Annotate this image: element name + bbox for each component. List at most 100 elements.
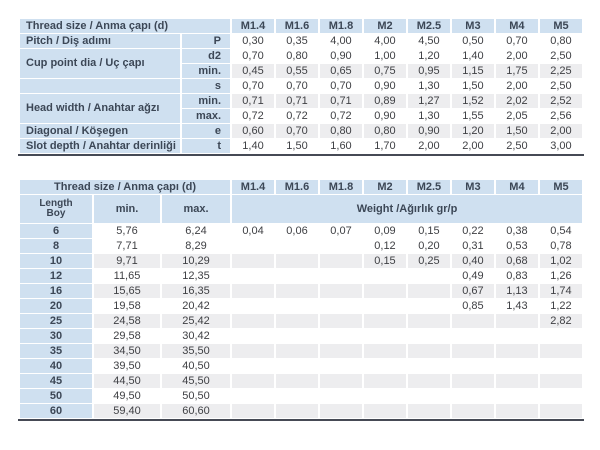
- spec-symbol: min.: [182, 94, 231, 108]
- spec-row-label: Diagonal / Köşegen: [20, 124, 180, 138]
- weight-value: [363, 329, 406, 343]
- spec-row: max. 0,72 0,72 0,72 0,90 1,30 1,55 2,05 2,56: [20, 109, 582, 123]
- spec-value: 0,72: [276, 109, 318, 123]
- weight-value: [407, 344, 450, 358]
- length-value: 6: [20, 224, 92, 238]
- spec-row: Slot depth / Anahtar derinliği t 1,40 1,50 1…: [20, 139, 582, 153]
- length-row: 50 49,50 50,50: [20, 389, 582, 403]
- weight-value: [232, 314, 275, 328]
- weight-value: 1,26: [539, 269, 582, 283]
- spec-value: 0,70: [495, 34, 538, 48]
- size-column-header: M2: [363, 19, 406, 33]
- min-value: 49,50: [94, 389, 160, 403]
- spec-value: 0,80: [363, 124, 406, 138]
- spec-symbol: s: [182, 79, 231, 93]
- max-value: 40,50: [162, 359, 231, 373]
- length-row: 35 34,50 35,50: [20, 344, 582, 358]
- length-value: 60: [20, 404, 92, 418]
- spec-value: 0,75: [363, 64, 406, 78]
- top-table-body: Pitch / Diş adımı P 0,30 0,35 4,00 4,00 4,50 0,…: [20, 34, 582, 153]
- size-column-header: M1.4: [232, 180, 275, 194]
- weight-value: [407, 374, 450, 388]
- weight-value: 0,40: [451, 254, 494, 268]
- spec-row-label: Head width / Anahtar ağzı: [20, 94, 180, 123]
- weight-value: [363, 389, 406, 403]
- spec-row: Head width / Anahtar ağzı min. 0,71 0,71 0,7…: [20, 94, 582, 123]
- weight-value: [276, 359, 318, 373]
- spec-value: 1,52: [451, 94, 494, 108]
- length-value: 12: [20, 269, 92, 283]
- weight-value: [232, 299, 275, 313]
- max-value: 50,50: [162, 389, 231, 403]
- spec-value: 0,50: [451, 34, 494, 48]
- weight-value: [276, 314, 318, 328]
- spec-value: 1,30: [407, 79, 450, 93]
- spec-value: 2,50: [539, 79, 582, 93]
- weight-value: 0,20: [407, 239, 450, 253]
- weight-value: [539, 329, 582, 343]
- dimensions-spec-table: Thread size / Anma çapı (d) M1.4 M1.6 M1.8…: [18, 18, 584, 156]
- spec-value: 0,90: [407, 124, 450, 138]
- spec-value: 1,50: [495, 124, 538, 138]
- spec-value: 2,52: [539, 94, 582, 108]
- weight-value: [407, 299, 450, 313]
- bottom-table-body: 6 5,76 6,24 0,04 0,06 0,07 0,09 0,15 0,22 0,38 0,5…: [20, 224, 582, 418]
- weight-value: 0,15: [363, 254, 406, 268]
- spec-value: 0,35: [276, 34, 318, 48]
- max-value: 30,42: [162, 329, 231, 343]
- weight-value: [407, 314, 450, 328]
- size-column-header: M2.5: [407, 19, 450, 33]
- spec-value: 0,45: [232, 64, 274, 78]
- weight-value: [495, 389, 538, 403]
- spec-value: 0,30: [232, 34, 274, 48]
- spec-value: 0,80: [319, 124, 362, 138]
- length-row: 40 39,50 40,50: [20, 359, 582, 373]
- size-column-header: M4: [495, 19, 538, 33]
- length-value: 16: [20, 284, 92, 298]
- spec-value: 1,20: [451, 124, 494, 138]
- weight-value: 0,07: [320, 224, 362, 238]
- weight-value: 0,09: [363, 224, 406, 238]
- size-column-header: M1.8: [320, 180, 362, 194]
- spec-symbol: t: [182, 139, 231, 153]
- spec-value: 0,90: [319, 49, 362, 63]
- spec-value: 0,55: [276, 64, 318, 78]
- weight-value: [232, 404, 275, 418]
- spec-value: 0,89: [363, 94, 406, 108]
- spec-symbol: max.: [182, 109, 231, 123]
- bottom-table-header-row: Thread size / Anma çapı (d) M1.4 M1.6 M1.8…: [20, 180, 582, 194]
- weight-value: 1,02: [539, 254, 582, 268]
- spec-value: 2,50: [495, 139, 538, 153]
- max-column-header: max.: [162, 195, 231, 223]
- spec-value: 2,00: [495, 79, 538, 93]
- length-value: 10: [20, 254, 92, 268]
- weight-value: [232, 329, 275, 343]
- spec-value: 2,50: [539, 49, 582, 63]
- weight-value: [363, 404, 406, 418]
- spec-value: 1,50: [451, 79, 494, 93]
- spec-value: 1,75: [495, 64, 538, 78]
- weight-value: [363, 359, 406, 373]
- weight-value: 0,22: [451, 224, 494, 238]
- spec-value: 2,00: [495, 49, 538, 63]
- weight-value: [495, 359, 538, 373]
- weight-value: [539, 389, 582, 403]
- weight-value: 0,68: [495, 254, 538, 268]
- length-row: 12 11,65 12,35 0,49 0,83 1,26: [20, 269, 582, 283]
- spec-value: 1,50: [276, 139, 318, 153]
- length-value: 8: [20, 239, 92, 253]
- spec-value: 1,40: [232, 139, 274, 153]
- spec-row: Pitch / Diş adımı P 0,30 0,35 4,00 4,00 4,50 0,…: [20, 34, 582, 48]
- size-column-header: M2: [363, 180, 406, 194]
- spec-value: 0,90: [363, 109, 406, 123]
- spec-value: 3,00: [539, 139, 582, 153]
- spec-value: 2,05: [495, 109, 538, 123]
- length-row: 10 9,71 10,29 0,15 0,25 0,40 0,68 1,02: [20, 254, 582, 268]
- spec-row-label: Cup point dia / Uç çapı: [20, 49, 180, 78]
- length-value: 45: [20, 374, 92, 388]
- spec-value: 1,15: [451, 64, 494, 78]
- spec-symbol: min.: [182, 64, 231, 78]
- max-value: 20,42: [162, 299, 231, 313]
- weight-value: [363, 344, 406, 358]
- spec-symbol: d2: [182, 49, 231, 63]
